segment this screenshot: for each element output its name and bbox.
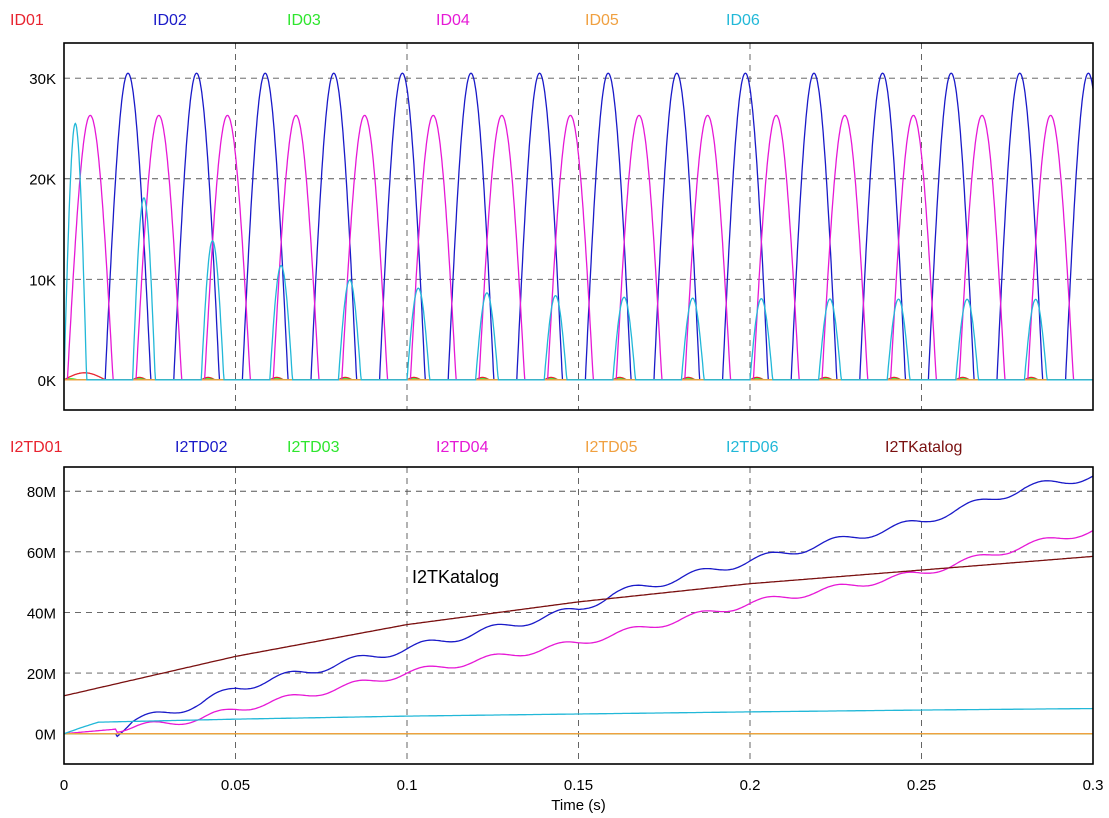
legend-entry: I2TD04: [436, 439, 489, 456]
y-tick-label: 0M: [35, 727, 56, 744]
legend-entry: ID02: [153, 12, 187, 29]
x-tick-label: 0.3: [1083, 777, 1104, 794]
x-tick-label: 0.25: [907, 777, 936, 794]
legend-entry: ID05: [585, 12, 619, 29]
legend-entry: I2TD05: [585, 439, 638, 456]
y-tick-label: 40M: [27, 605, 56, 622]
x-axis-title: Time (s): [551, 797, 605, 814]
legend-entry: I2TD06: [726, 439, 779, 456]
plot-frame: [63, 466, 1094, 765]
series-line-i2td04: [63, 530, 1094, 735]
legend-entry: I2TD02: [175, 439, 228, 456]
legend-entry: I2TD01: [10, 439, 63, 456]
chart-panel-1: 0K 10K 20K 30K ID01 ID02 ID03 ID04 ID05 ID06: [10, 12, 1094, 411]
legend-entry: ID06: [726, 12, 760, 29]
legend-entry: ID01: [10, 12, 44, 29]
series-line-id04: [64, 114, 1093, 381]
legend-entry: ID04: [436, 12, 470, 29]
y-tick-label: 80M: [27, 484, 56, 501]
x-tick-label: 0.1: [397, 777, 418, 794]
plot-area: [64, 43, 1093, 410]
y-tick-label: 30K: [29, 71, 56, 88]
series-line-i2td02: [64, 475, 1094, 738]
x-tick-label: 0: [60, 777, 68, 794]
chart-panel-2: 0M 20M 40M 60M 80M 0 0.05 0.1 0.15 0.2 0.25 0.3 Time…: [10, 439, 1103, 814]
x-tick-label: 0.05: [221, 777, 250, 794]
y-tick-label: 10K: [29, 272, 56, 289]
series-line-id06: [63, 122, 1093, 381]
series-line-i2tkatalog: [63, 555, 1094, 697]
y-tick-label: 0K: [38, 373, 56, 390]
series-line-i2td06: [63, 707, 1094, 735]
legend-entry: ID03: [287, 12, 321, 29]
legend-entry: I2TKatalog: [885, 439, 962, 456]
y-tick-label: 20M: [27, 666, 56, 683]
legend-entry: I2TD03: [287, 439, 340, 456]
x-tick-label: 0.15: [564, 777, 593, 794]
y-tick-label: 60M: [27, 545, 56, 562]
curve-annotation: I2TKatalog: [412, 567, 499, 587]
y-tick-label: 20K: [29, 172, 56, 189]
plot-frame: [63, 42, 1094, 411]
x-tick-label: 0.2: [740, 777, 761, 794]
